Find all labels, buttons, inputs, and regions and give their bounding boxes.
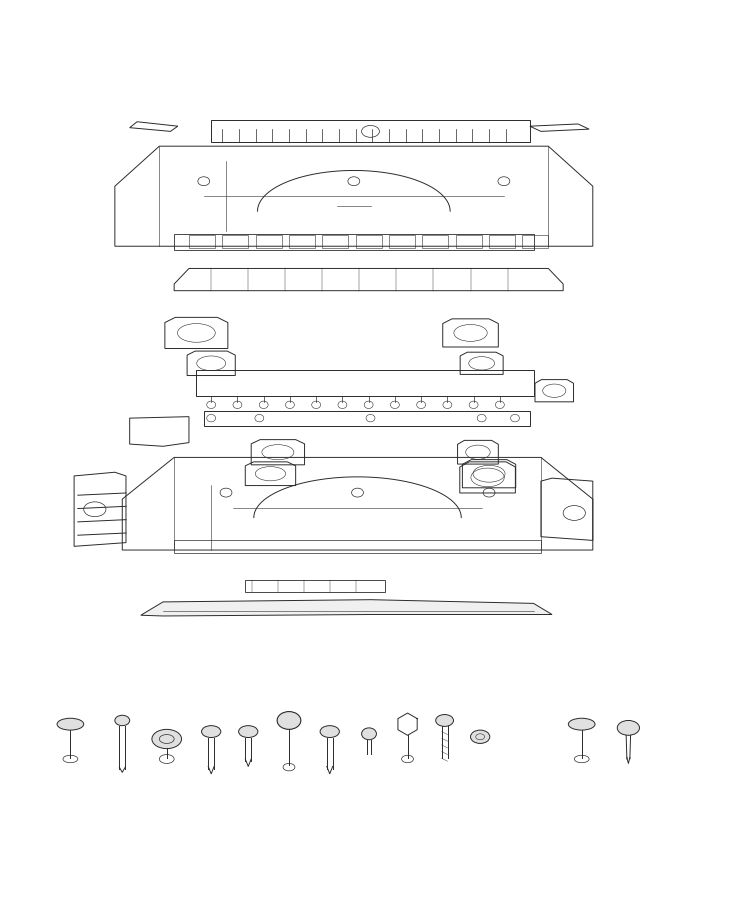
Ellipse shape — [115, 716, 130, 725]
Bar — [204, 410, 530, 426]
Bar — [389, 235, 415, 248]
Ellipse shape — [568, 718, 595, 730]
Ellipse shape — [617, 721, 639, 735]
Bar — [222, 235, 248, 248]
Bar — [196, 370, 534, 396]
Bar — [245, 580, 385, 592]
Bar — [174, 234, 534, 250]
Bar — [356, 235, 382, 248]
Ellipse shape — [57, 718, 84, 730]
Ellipse shape — [320, 725, 339, 737]
Polygon shape — [141, 599, 552, 616]
Bar — [256, 235, 282, 248]
Ellipse shape — [239, 725, 258, 737]
Bar — [456, 235, 482, 248]
Ellipse shape — [436, 715, 453, 726]
Ellipse shape — [362, 728, 376, 740]
Bar — [489, 235, 515, 248]
Bar — [322, 235, 348, 248]
Bar — [211, 121, 530, 142]
Bar — [189, 235, 215, 248]
Bar — [422, 235, 448, 248]
Bar — [522, 235, 548, 248]
Bar — [289, 235, 315, 248]
Ellipse shape — [277, 712, 301, 729]
Ellipse shape — [202, 725, 221, 737]
Ellipse shape — [471, 730, 490, 743]
Ellipse shape — [152, 729, 182, 749]
Bar — [174, 540, 541, 553]
